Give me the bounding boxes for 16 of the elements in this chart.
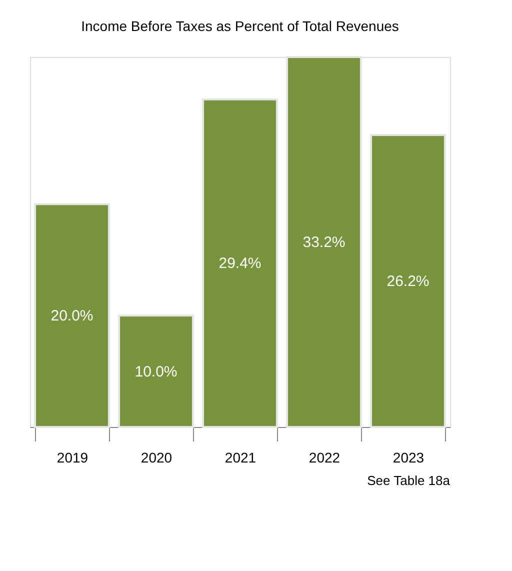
x-tick-label: 2022 [308, 450, 340, 466]
data-label: 26.2% [386, 273, 430, 290]
bar [118, 314, 194, 428]
data-label: 29.4% [218, 255, 262, 272]
bar [34, 203, 110, 428]
x-tick-label: 2020 [140, 450, 172, 466]
x-tick-label: 2019 [56, 450, 88, 466]
bar [370, 134, 446, 428]
chart-title: Income Before Taxes as Percent of Total Revenues [81, 18, 399, 34]
data-label: 20.0% [50, 308, 94, 325]
x-tick-label: 2021 [224, 450, 256, 466]
x-tick-label: 2023 [392, 450, 424, 466]
bar [202, 98, 278, 428]
data-label: 10.0% [134, 363, 178, 380]
text: See Table 18a [367, 473, 451, 488]
data-label: 33.2% [302, 234, 346, 251]
